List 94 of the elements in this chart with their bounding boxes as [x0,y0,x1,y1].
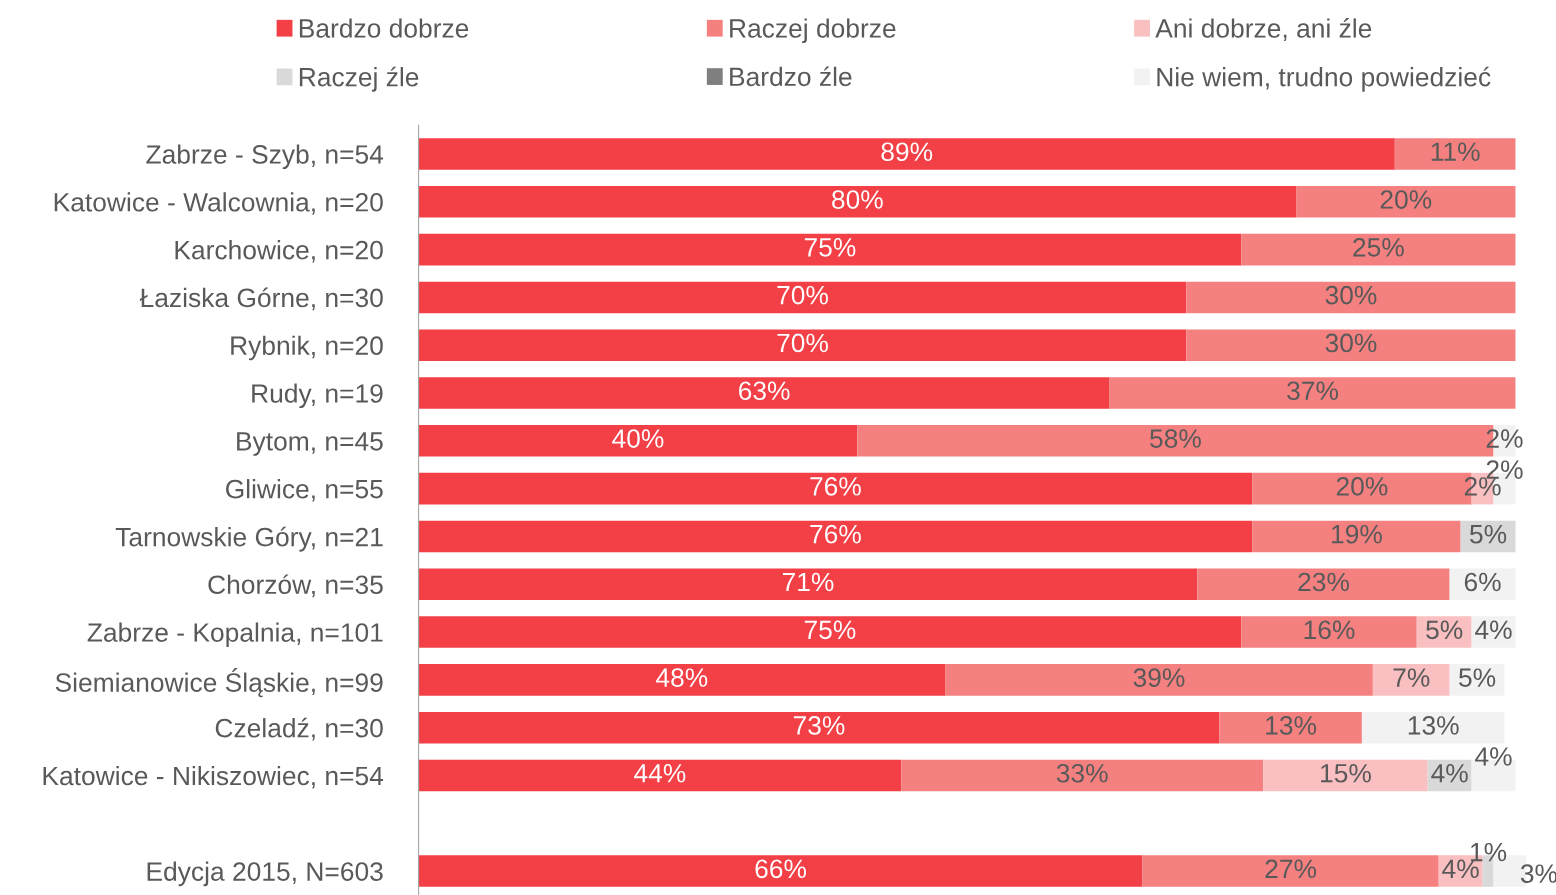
data-label: 30% [1325,285,1377,305]
bar [418,472,1253,505]
y-tick-label: Gliwice, n=55 [226,479,383,502]
legend-label: Raczej dobrze [730,18,896,43]
data-label: 4% [1475,747,1512,766]
data-label: 20% [1336,477,1388,496]
bar [1186,329,1516,361]
y-tick-label: Edycja 2015, N=603 [147,861,383,887]
data-label: 27% [1265,859,1317,879]
data-label: 5% [1426,620,1463,640]
bar [945,664,1373,696]
data-label: 7% [1393,668,1430,687]
data-label: 66% [755,859,807,879]
y-tick-label: Rudy, n=19 [252,383,383,409]
bar [1372,664,1450,696]
data-label: 44% [634,763,686,783]
bar [1142,855,1439,887]
data-label: 2% [1464,477,1501,496]
bar [1252,520,1461,553]
y-tick-label: Chorzów, n=35 [208,574,383,598]
bar [418,281,1187,314]
data-label: 76% [810,477,861,496]
bar [1394,138,1516,170]
bar [418,520,1253,553]
y-tick-label: Zabrze - Szyb, n=54 [146,144,384,170]
bar [418,138,1395,170]
data-label: 89% [881,142,933,162]
data-label: 75% [804,620,856,640]
data-label: 70% [777,285,828,305]
data-label: 19% [1332,524,1382,544]
y-tick-label: Katowice - Walcownia, n=20 [54,192,383,215]
legend-label: Nie wiem, trudno powiedzieć [1157,66,1491,92]
data-label: 20% [1380,190,1432,209]
bar [418,329,1187,361]
data-label: 63% [739,381,790,401]
data-label: 80% [832,190,883,209]
bar [418,186,1297,218]
data-label: 4% [1431,763,1468,783]
data-label: 2% [1486,460,1523,479]
data-label: 76% [810,524,861,544]
data-label: 70% [777,333,828,353]
y-tick-label: Łaziska Górne, n=30 [139,287,383,311]
bar [418,377,1110,409]
bar [418,233,1242,266]
bar [901,759,1264,792]
data-label: 33% [1056,763,1108,783]
data-label: 39% [1133,668,1185,687]
data-label: 5% [1470,524,1507,544]
bar [418,425,858,457]
bar [1296,186,1516,218]
data-label: 11% [1431,142,1480,161]
data-label: 40% [612,429,664,448]
y-tick-label: Czeladź, n=30 [215,717,383,741]
bar [1186,281,1516,314]
y-tick-label: Zabrze - Kopalnia, n=101 [87,622,383,648]
bar [1361,711,1505,744]
data-label: 73% [793,716,845,735]
legend-label: Raczej źle [299,66,419,92]
data-label: 6% [1464,572,1501,592]
data-label: 37% [1287,381,1339,401]
bar [1241,616,1417,648]
data-label: 30% [1325,333,1377,353]
data-label: 58% [1150,429,1201,448]
legend-label: Bardzo źle [730,66,852,87]
bar [418,568,1198,601]
data-label: 4% [1475,620,1512,640]
legend-label: Bardzo dobrze [299,18,469,38]
bar [418,759,902,792]
bar [1197,568,1450,601]
data-label: 75% [804,238,856,257]
y-tick-label: Rybnik, n=20 [231,335,383,361]
y-tick-label: Bytom, n=45 [237,432,383,456]
legend-label: Ani dobrze, ani źle [1155,18,1372,41]
bar [418,616,1242,648]
bar [418,664,946,696]
y-tick-label: Katowice - Nikiszowiec, n=54 [43,765,384,789]
bar [418,855,1143,887]
data-label: 13% [1266,716,1317,735]
y-tick-label: Tarnowskie Góry, n=21 [115,526,383,552]
bar [1109,377,1516,409]
data-label: 13% [1408,716,1459,735]
bar [1219,711,1362,744]
data-label: 15% [1321,763,1371,783]
bar [1241,233,1516,266]
data-label: 23% [1298,572,1349,592]
data-label: 48% [656,668,708,687]
bar [1263,759,1428,792]
data-label: 25% [1353,238,1404,257]
data-label: 5% [1459,668,1496,687]
data-label: 71% [782,572,834,592]
bar [418,711,1220,744]
y-tick-label: Karchowice, n=20 [175,240,383,263]
y-tick-label: Siemianowice Śląskie, n=99 [55,668,383,698]
data-label: 16% [1304,620,1355,640]
